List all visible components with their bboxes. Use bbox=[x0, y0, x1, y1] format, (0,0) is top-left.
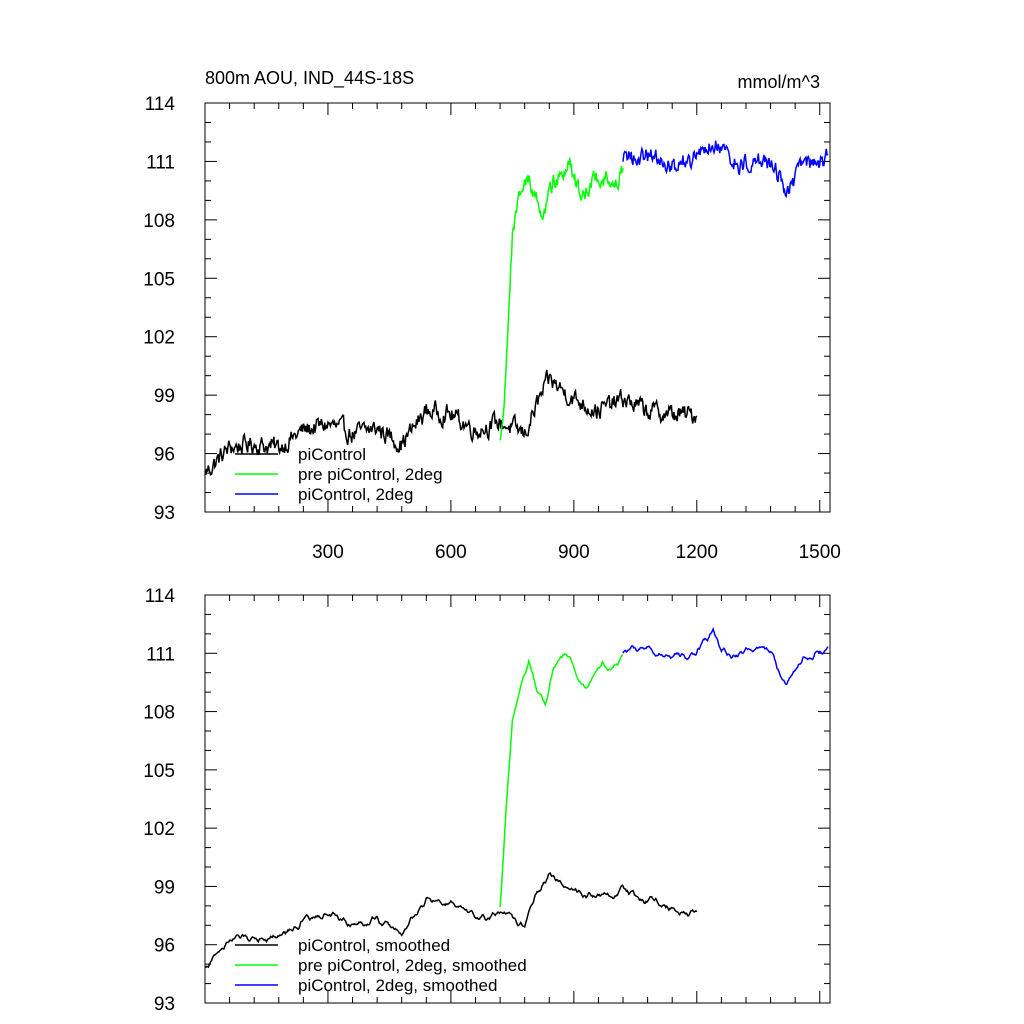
legend-entry: piControl, smoothed bbox=[298, 936, 450, 955]
units-label: mmol/m^3 bbox=[738, 72, 820, 92]
plot-frame bbox=[204, 102, 831, 513]
top-panel: 93 96 99 102 105 108 111 114 300 600 900 1200 1500 pi… bbox=[143, 94, 841, 563]
legend-entry: pre piControl, 2deg bbox=[298, 465, 443, 484]
series-line-1 bbox=[499, 157, 624, 441]
legend-entry: pre piControl, 2deg, smoothed bbox=[298, 956, 527, 975]
series-line-0 bbox=[205, 871, 698, 969]
plot-frame bbox=[204, 594, 831, 1004]
y-tick-label: 105 bbox=[143, 269, 175, 290]
bottom-panel: 93 96 99 102 105 108 111 114 piControl, smoothed… bbox=[143, 586, 831, 1015]
y-tick-label: 99 bbox=[154, 386, 175, 407]
series-line-2 bbox=[622, 626, 829, 686]
legend-entry: piControl, 2deg bbox=[298, 485, 413, 504]
y-tick-label: 99 bbox=[154, 877, 175, 898]
y-tick-label: 96 bbox=[154, 445, 175, 466]
y-tick-label: 114 bbox=[145, 586, 176, 607]
x-tick-label: 300 bbox=[312, 542, 344, 563]
series-line-2 bbox=[622, 140, 829, 199]
x-tick-label: 600 bbox=[435, 542, 467, 563]
y-tick-label: 102 bbox=[143, 819, 175, 840]
chart-title: 800m AOU, IND_44S-18S bbox=[205, 68, 414, 89]
series-line-1 bbox=[499, 652, 623, 907]
y-tick-label: 111 bbox=[146, 152, 175, 173]
series-line-0 bbox=[205, 369, 698, 476]
y-tick-label: 108 bbox=[143, 703, 175, 724]
y-tick-label: 105 bbox=[143, 761, 175, 782]
legend-entry: piControl, 2deg, smoothed bbox=[298, 976, 497, 995]
y-tick-label: 93 bbox=[154, 503, 175, 524]
y-tick-label: 93 bbox=[154, 994, 175, 1015]
y-tick-label: 96 bbox=[154, 936, 175, 957]
x-tick-label: 900 bbox=[558, 542, 590, 563]
y-tick-label: 102 bbox=[143, 328, 175, 349]
x-tick-label: 1500 bbox=[799, 542, 841, 563]
legend-entry: piControl bbox=[298, 445, 366, 464]
y-tick-label: 111 bbox=[146, 644, 175, 665]
x-tick-label: 1200 bbox=[676, 542, 718, 563]
y-tick-label: 108 bbox=[143, 211, 175, 232]
y-tick-label: 114 bbox=[145, 94, 176, 115]
